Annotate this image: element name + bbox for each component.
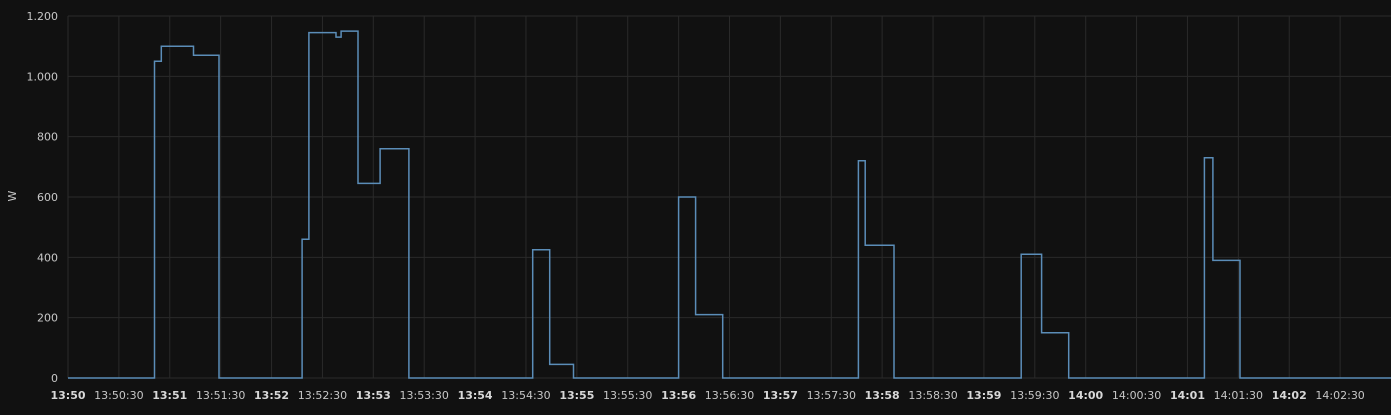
grid [68,16,1391,378]
x-tick-label: 13:54:30 [501,389,550,402]
x-tick-label: 13:50:30 [94,389,143,402]
x-tick-label: 13:50 [50,389,85,402]
x-tick-label: 13:59 [966,389,1001,402]
y-tick-label: 0 [51,372,58,385]
x-tick-label: 13:58 [865,389,900,402]
x-tick-label: 13:55 [559,389,594,402]
y-tick-label: 1.000 [27,70,59,83]
x-tick-label: 13:51:30 [196,389,245,402]
x-tick-label: 13:59:30 [1010,389,1059,402]
x-tick-label: 13:52:30 [298,389,347,402]
x-tick-label: 14:01:30 [1214,389,1263,402]
x-tick-label: 13:54 [458,389,493,402]
y-axis-ticks: 0 200 400 600 800 1.000 1.200 [27,10,59,385]
x-tick-label: 13:56 [661,389,696,402]
y-tick-label: 800 [37,131,58,144]
y-tick-label: 600 [37,191,58,204]
y-tick-label: 400 [37,251,58,264]
x-axis-ticks: 13:50 13:50:30 13:51 13:51:30 13:52 13:52:30 1… [50,389,1364,402]
x-tick-label: 13:57 [763,389,798,402]
x-tick-label: 13:56:30 [705,389,754,402]
x-tick-label: 14:00:30 [1112,389,1161,402]
x-tick-label: 13:53 [356,389,391,402]
x-tick-label: 14:01 [1170,389,1205,402]
x-tick-label: 14:02:30 [1315,389,1364,402]
x-tick-label: 13:52 [254,389,289,402]
y-tick-label: 200 [37,312,58,325]
x-tick-label: 13:53:30 [399,389,448,402]
y-axis-label: W [6,190,19,201]
y-tick-label: 1.200 [27,10,59,23]
x-tick-label: 13:55:30 [603,389,652,402]
x-tick-label: 13:58:30 [908,389,957,402]
x-tick-label: 14:02 [1272,389,1307,402]
x-tick-label: 13:57:30 [807,389,856,402]
x-tick-label: 14:00 [1068,389,1103,402]
x-tick-label: 13:51 [152,389,187,402]
